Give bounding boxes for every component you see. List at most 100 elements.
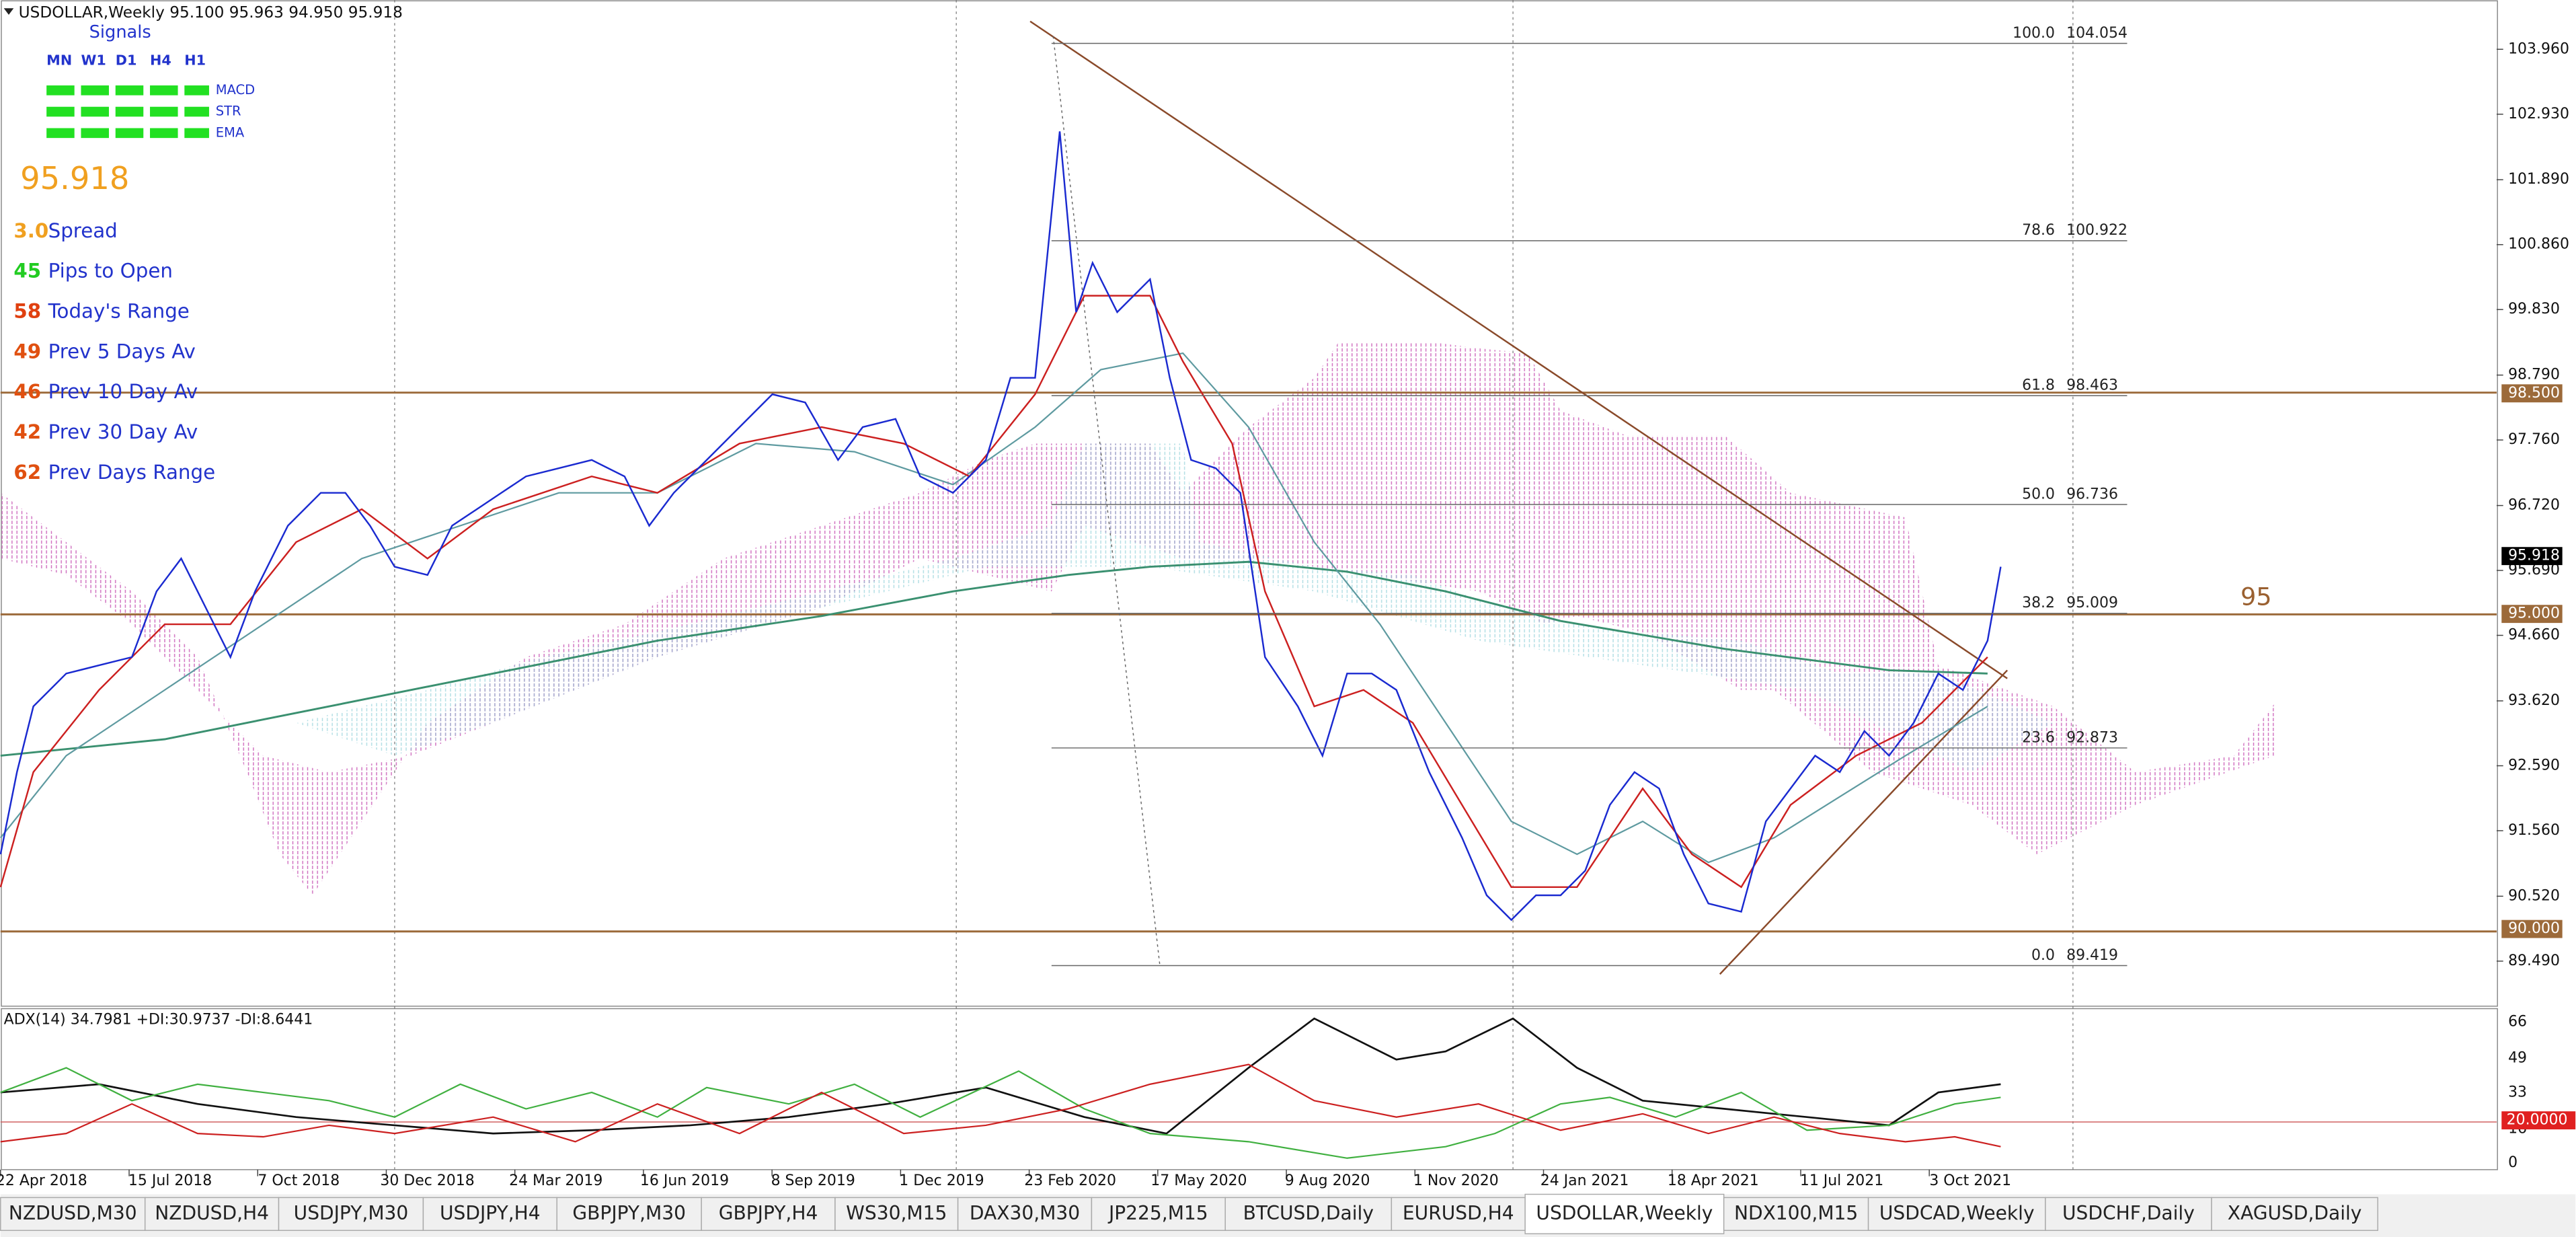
indicator-label: STR bbox=[216, 104, 241, 119]
price-marker-label: 90.000 bbox=[2508, 920, 2560, 937]
price-axis-label: 93.620 bbox=[2508, 692, 2560, 709]
tab-label[interactable]: USDJPY,H4 bbox=[440, 1202, 541, 1224]
minus-di-line bbox=[0, 1063, 2001, 1148]
symbol-info: USDOLLAR,Weekly 95.100 95.963 94.950 95.… bbox=[19, 3, 403, 22]
date-label: 22 Apr 2018 bbox=[0, 1172, 87, 1189]
adx-axis-label: 66 bbox=[2508, 1014, 2527, 1030]
price-axis-label: 98.790 bbox=[2508, 367, 2560, 383]
fib-price: 89.419 bbox=[2066, 947, 2118, 964]
tab[interactable] bbox=[422, 1197, 557, 1231]
fib-ratio: 78.6 bbox=[2022, 222, 2055, 239]
support-resistance-lines bbox=[0, 391, 2497, 933]
date-label: 7 Oct 2018 bbox=[258, 1172, 340, 1189]
stat-label: Prev 5 Days Av bbox=[48, 340, 196, 363]
price-axis-label: 100.860 bbox=[2508, 236, 2569, 253]
fib-price: 100.922 bbox=[2066, 222, 2128, 239]
tab-label[interactable]: DAX30,M30 bbox=[970, 1202, 1080, 1224]
price-axis-label: 92.590 bbox=[2508, 757, 2560, 774]
fib-price: 98.463 bbox=[2066, 377, 2118, 394]
tab[interactable] bbox=[1723, 1197, 1869, 1231]
tab-label[interactable]: NDX100,M15 bbox=[1734, 1202, 1858, 1224]
tab[interactable] bbox=[957, 1197, 1093, 1231]
date-label: 15 Jul 2018 bbox=[128, 1172, 212, 1189]
price-axis-label: 90.520 bbox=[2508, 887, 2560, 904]
date-label: 24 Jan 2021 bbox=[1540, 1172, 1629, 1189]
date-label: 24 Mar 2019 bbox=[509, 1172, 602, 1189]
dropdown-arrow bbox=[3, 8, 14, 15]
tab[interactable] bbox=[0, 1197, 146, 1231]
adx-frame bbox=[1, 1008, 2498, 1170]
date-label: 18 Apr 2021 bbox=[1668, 1172, 1759, 1189]
stat-value: 46 bbox=[13, 380, 41, 403]
indicator-label: EMA bbox=[216, 124, 245, 140]
signal-blocks bbox=[46, 85, 209, 139]
current-price: 95.918 bbox=[20, 160, 129, 196]
adx-marker-box bbox=[2501, 1111, 2576, 1130]
tab-label[interactable]: BTCUSD,Daily bbox=[1243, 1202, 1374, 1224]
date-label: 11 Jul 2021 bbox=[1800, 1172, 1883, 1189]
stat-value: 62 bbox=[13, 461, 41, 484]
stat-label: Today's Range bbox=[48, 300, 190, 323]
adx-axis-label: 49 bbox=[2508, 1050, 2527, 1067]
stat-value: 42 bbox=[13, 420, 41, 443]
stat-value: 45 bbox=[13, 260, 41, 283]
timeframe-label: H4 bbox=[150, 52, 171, 68]
fib-price: 104.054 bbox=[2066, 25, 2128, 42]
price-marker-box bbox=[2501, 547, 2563, 566]
price-axis-label: 91.560 bbox=[2508, 822, 2560, 839]
fib-ratio: 0.0 bbox=[2031, 947, 2055, 964]
dynamic-layer: MN W1 D1 H4 H1 MACD STR EMA 3.0 Spread 45 Pips to O… bbox=[0, 25, 2576, 1234]
tab[interactable] bbox=[1391, 1197, 1526, 1231]
indicator-label: MACD bbox=[216, 82, 256, 98]
price-marker-label: 98.500 bbox=[2508, 385, 2560, 402]
stat-value: 49 bbox=[13, 340, 41, 363]
tab[interactable] bbox=[556, 1197, 702, 1231]
timeframe-label: H1 bbox=[184, 52, 206, 68]
price-axis-label: 94.660 bbox=[2508, 627, 2560, 644]
date-label: 17 May 2020 bbox=[1150, 1172, 1247, 1189]
tab-label[interactable]: JP225,M15 bbox=[1107, 1202, 1208, 1224]
price-marker-label: 95.918 bbox=[2508, 548, 2560, 564]
tab-label[interactable]: NZDUSD,M30 bbox=[9, 1202, 137, 1224]
price-axis-label: 99.830 bbox=[2508, 301, 2560, 317]
fib-anchor-line bbox=[1052, 36, 1161, 967]
tab-label[interactable]: WS30,M15 bbox=[846, 1202, 947, 1224]
stat-label: Pips to Open bbox=[48, 260, 173, 283]
date-label: 8 Sep 2019 bbox=[771, 1172, 855, 1189]
tab[interactable] bbox=[2211, 1197, 2378, 1231]
signals-title: Signals bbox=[89, 22, 151, 42]
adx-axis-label: 33 bbox=[2508, 1084, 2527, 1100]
tab-label[interactable]: USDCAD,Weekly bbox=[1879, 1202, 2035, 1224]
tab-label[interactable]: GBPJPY,H4 bbox=[719, 1202, 818, 1224]
price-axis-label: 101.890 bbox=[2508, 171, 2569, 188]
price-axis-label: 103.960 bbox=[2508, 40, 2569, 57]
level-annotation: 95 bbox=[2240, 582, 2272, 611]
tab[interactable] bbox=[2045, 1197, 2212, 1231]
tab-label[interactable]: EURUSD,H4 bbox=[1403, 1202, 1514, 1224]
fib-ratio: 23.6 bbox=[2022, 729, 2055, 746]
timeframe-label: MN bbox=[46, 52, 72, 68]
tab-label[interactable]: XAGUSD,Daily bbox=[2228, 1202, 2362, 1224]
ichimoku-cloud bbox=[0, 341, 2275, 896]
stat-label: Prev Days Range bbox=[48, 461, 216, 484]
date-label: 3 Oct 2021 bbox=[1929, 1172, 2011, 1189]
fast-ema-red bbox=[0, 295, 1988, 889]
price-line bbox=[0, 131, 2002, 922]
tab[interactable] bbox=[278, 1197, 424, 1231]
price-marker-label: 95.000 bbox=[2508, 605, 2560, 622]
tab-label[interactable]: GBPJPY,M30 bbox=[572, 1202, 686, 1224]
date-label: 1 Dec 2019 bbox=[899, 1172, 984, 1189]
tab[interactable] bbox=[834, 1197, 959, 1231]
tab-label[interactable]: USDJPY,M30 bbox=[294, 1202, 409, 1224]
price-marker-box bbox=[2501, 920, 2563, 938]
tab[interactable] bbox=[1867, 1197, 2046, 1231]
tab[interactable] bbox=[1224, 1197, 1393, 1231]
tab[interactable] bbox=[701, 1197, 836, 1231]
tab-label[interactable]: NZDUSD,H4 bbox=[155, 1202, 269, 1224]
tab-label[interactable]: USDOLLAR,Weekly bbox=[1536, 1202, 1713, 1224]
tab-label[interactable]: USDCHF,Daily bbox=[2062, 1202, 2195, 1224]
price-axis-label: 97.760 bbox=[2508, 431, 2560, 448]
stat-label: Spread bbox=[48, 219, 118, 242]
